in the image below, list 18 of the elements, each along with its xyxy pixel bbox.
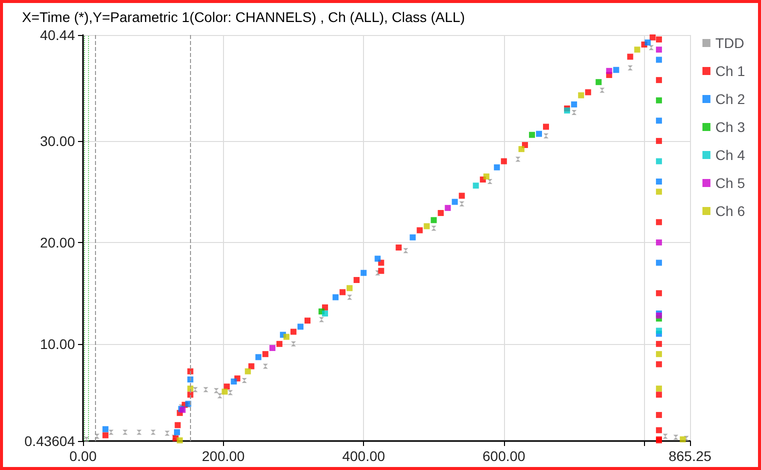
x-tick-label: 200.00: [202, 448, 245, 464]
legend-label: Ch 4: [715, 147, 746, 163]
y-tick-label: 30.00: [40, 132, 76, 149]
x-tick-label: 0.00: [69, 448, 97, 464]
legend-label: Ch 2: [715, 91, 746, 107]
y-tick-label: 40.44: [40, 27, 76, 43]
chart-title: X=Time (*),Y=Parametric 1(Color: CHANNELS) , Ch (ALL), Class (ALL): [22, 9, 465, 25]
x-tick-label: 400.00: [342, 448, 386, 464]
legend-label: Ch 6: [715, 203, 746, 219]
y-tick-label: 10.00: [40, 336, 76, 352]
y-tick-label: 20.00: [40, 234, 76, 250]
x-tick-label: 865.25: [668, 448, 712, 464]
legend-label: Ch 5: [715, 175, 746, 191]
legend-label: Ch 3: [715, 119, 746, 135]
y-tick-label: 0.43604: [24, 433, 76, 449]
legend-label: Ch 1: [715, 63, 746, 79]
x-tick-label: 600.00: [482, 448, 526, 464]
legend-label: TDD: [715, 35, 744, 51]
